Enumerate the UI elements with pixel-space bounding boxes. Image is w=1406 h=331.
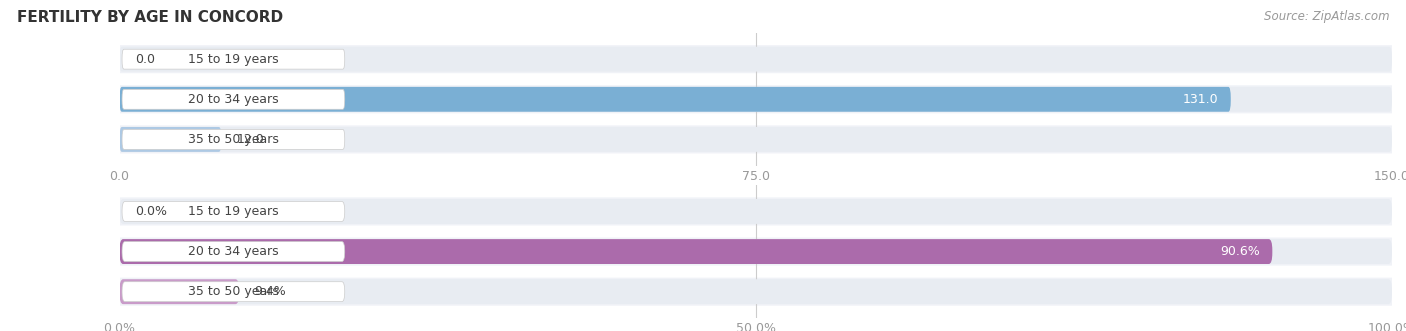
FancyBboxPatch shape xyxy=(120,125,1392,154)
FancyBboxPatch shape xyxy=(120,127,221,152)
Text: FERTILITY BY AGE IN CONCORD: FERTILITY BY AGE IN CONCORD xyxy=(17,10,283,25)
FancyBboxPatch shape xyxy=(120,238,1392,265)
Text: 15 to 19 years: 15 to 19 years xyxy=(188,205,278,218)
Text: 131.0: 131.0 xyxy=(1182,93,1218,106)
Text: 12.0: 12.0 xyxy=(236,133,264,146)
FancyBboxPatch shape xyxy=(120,239,1272,264)
Text: 20 to 34 years: 20 to 34 years xyxy=(188,245,278,258)
FancyBboxPatch shape xyxy=(120,278,1392,306)
FancyBboxPatch shape xyxy=(122,129,344,149)
FancyBboxPatch shape xyxy=(122,89,344,109)
FancyBboxPatch shape xyxy=(120,239,1392,264)
Text: 90.6%: 90.6% xyxy=(1220,245,1260,258)
Text: 0.0: 0.0 xyxy=(135,53,155,66)
FancyBboxPatch shape xyxy=(120,127,1392,152)
FancyBboxPatch shape xyxy=(120,197,1392,225)
Text: 0.0%: 0.0% xyxy=(135,205,167,218)
Text: 20 to 34 years: 20 to 34 years xyxy=(188,93,278,106)
Text: 9.4%: 9.4% xyxy=(254,285,287,298)
Text: 35 to 50 years: 35 to 50 years xyxy=(188,285,278,298)
FancyBboxPatch shape xyxy=(122,49,344,69)
FancyBboxPatch shape xyxy=(122,202,344,221)
Text: Source: ZipAtlas.com: Source: ZipAtlas.com xyxy=(1264,10,1389,23)
FancyBboxPatch shape xyxy=(120,279,1392,304)
FancyBboxPatch shape xyxy=(122,242,344,261)
FancyBboxPatch shape xyxy=(120,87,1230,112)
FancyBboxPatch shape xyxy=(120,45,1392,73)
FancyBboxPatch shape xyxy=(120,85,1392,113)
FancyBboxPatch shape xyxy=(120,279,239,304)
Text: 35 to 50 years: 35 to 50 years xyxy=(188,133,278,146)
FancyBboxPatch shape xyxy=(120,87,1392,112)
FancyBboxPatch shape xyxy=(122,282,344,302)
FancyBboxPatch shape xyxy=(120,199,1392,224)
FancyBboxPatch shape xyxy=(120,47,1392,71)
Text: 15 to 19 years: 15 to 19 years xyxy=(188,53,278,66)
